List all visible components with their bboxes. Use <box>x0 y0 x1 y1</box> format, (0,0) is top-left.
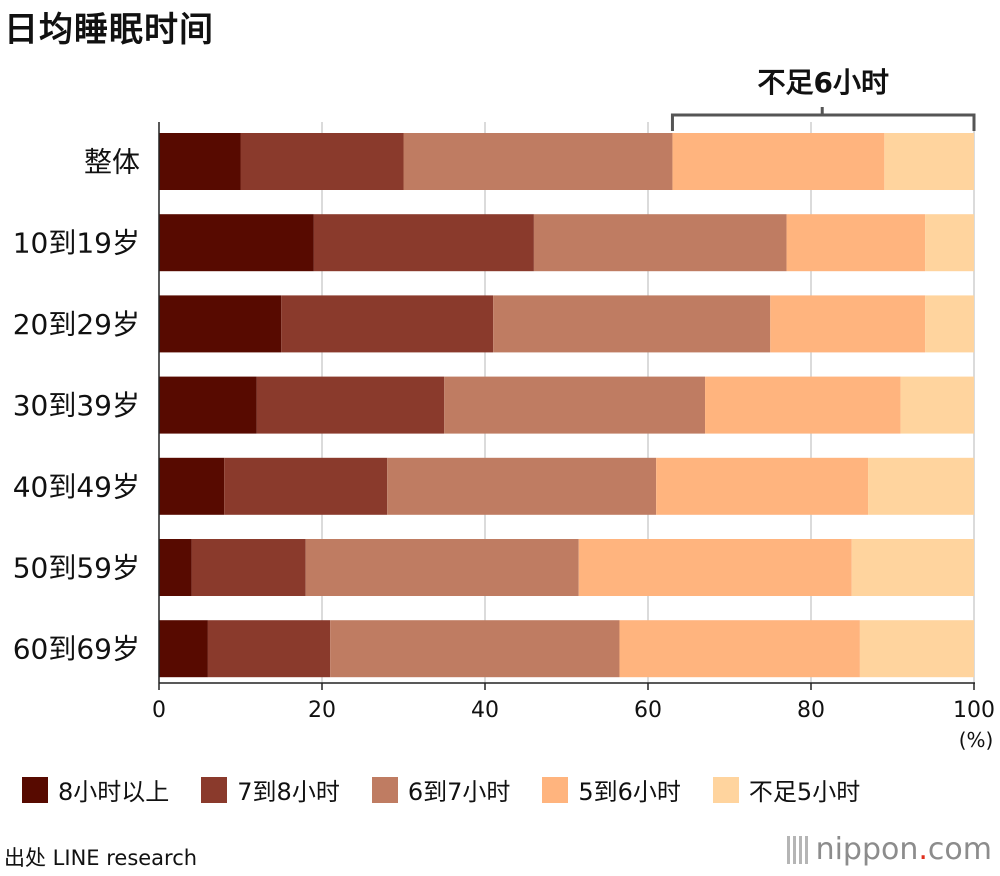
bar-segment <box>159 620 208 678</box>
stacked-bar-chart: 整体 10到19岁 20到29岁 30到39岁 40到49岁 50到59岁 60到69岁 0 2… <box>13 66 995 752</box>
brand-bars-icon <box>786 835 808 864</box>
bar-segment <box>240 133 404 190</box>
bar-segment <box>859 620 974 678</box>
bar-segment <box>159 539 192 596</box>
bar-segment <box>313 214 534 272</box>
bar-segment <box>281 295 494 353</box>
legend-item: 不足5小时 <box>712 772 861 807</box>
category-label: 20到29岁 <box>13 308 140 341</box>
category-label: 40到49岁 <box>13 470 140 503</box>
bar-segment <box>672 133 885 190</box>
bars <box>159 133 974 678</box>
axes <box>158 122 975 690</box>
brand-dot: . <box>918 832 928 867</box>
x-tick-label: 100 <box>953 698 995 723</box>
category-label: 30到39岁 <box>13 389 140 422</box>
x-unit-label: (%) <box>959 728 994 752</box>
bar-segment <box>207 620 331 678</box>
legend-swatch <box>22 776 48 803</box>
legend-swatch <box>201 776 228 803</box>
bar-segment <box>224 457 388 515</box>
x-tick-label: 0 <box>152 698 166 723</box>
x-tick-label: 20 <box>308 698 336 723</box>
category-label: 60到69岁 <box>13 633 140 666</box>
bar-segment <box>884 133 974 190</box>
bar-segment <box>159 457 225 515</box>
bar-segment <box>191 539 306 596</box>
brand-name: nippon <box>815 832 919 867</box>
bar-segment <box>578 539 852 596</box>
bar-segment <box>444 376 706 434</box>
labels: 整体 10到19岁 20到29岁 30到39岁 40到49岁 50到59岁 60到69岁 0 2… <box>13 66 995 752</box>
bar-segment <box>159 214 314 272</box>
legend-swatch <box>542 776 569 803</box>
legend-item: 6到7小时 <box>371 772 511 807</box>
legend-item: 5到6小时 <box>542 772 681 807</box>
bar-segment <box>925 214 974 272</box>
legend-item: 8小时以上 <box>22 772 169 807</box>
annotation-label: 不足6小时 <box>757 66 888 99</box>
brand-logo: nippon.com <box>786 832 992 867</box>
bar-segment <box>159 376 257 434</box>
bar-segment <box>656 457 869 515</box>
bar-segment <box>387 457 657 515</box>
source-note: 出处 LINE research <box>4 846 198 870</box>
bar-segment <box>786 214 926 272</box>
bar-segment <box>403 133 673 190</box>
legend-label: 8小时以上 <box>58 778 170 806</box>
bar-segment <box>159 295 282 353</box>
bar-segment <box>619 620 860 678</box>
bar-segment <box>900 376 974 434</box>
bar-segment <box>925 295 974 353</box>
x-tick-label: 80 <box>797 698 825 723</box>
bar-segment <box>533 214 787 272</box>
category-label: 10到19岁 <box>13 227 140 260</box>
legend: 8小时以上 7到8小时 6到7小时 5到6小时 不足5小时 <box>22 772 892 807</box>
legend-label: 5到6小时 <box>578 778 681 806</box>
bar-segment <box>705 376 901 434</box>
legend-swatch <box>371 776 398 803</box>
category-label: 整体 <box>84 146 140 179</box>
bar-segment <box>851 539 974 596</box>
legend-label: 7到8小时 <box>237 778 340 806</box>
x-tick-label: 60 <box>634 698 662 723</box>
bar-segment <box>256 376 445 434</box>
legend-swatch <box>712 776 739 803</box>
bar-segment <box>493 295 771 353</box>
bar-segment <box>770 295 926 353</box>
bar-segment <box>305 539 579 596</box>
bar-segment <box>330 620 620 678</box>
bar-segment <box>159 133 241 190</box>
chart-title: 日均睡眠时间 <box>4 10 214 50</box>
bar-segment <box>868 457 974 515</box>
annotation-bracket <box>670 107 976 131</box>
legend-label: 不足5小时 <box>748 778 861 806</box>
brand-tld: com <box>927 832 992 867</box>
x-tick-label: 40 <box>471 698 499 723</box>
category-label: 50到59岁 <box>13 552 140 585</box>
legend-item: 7到8小时 <box>201 772 340 807</box>
legend-label: 6到7小时 <box>407 778 511 806</box>
